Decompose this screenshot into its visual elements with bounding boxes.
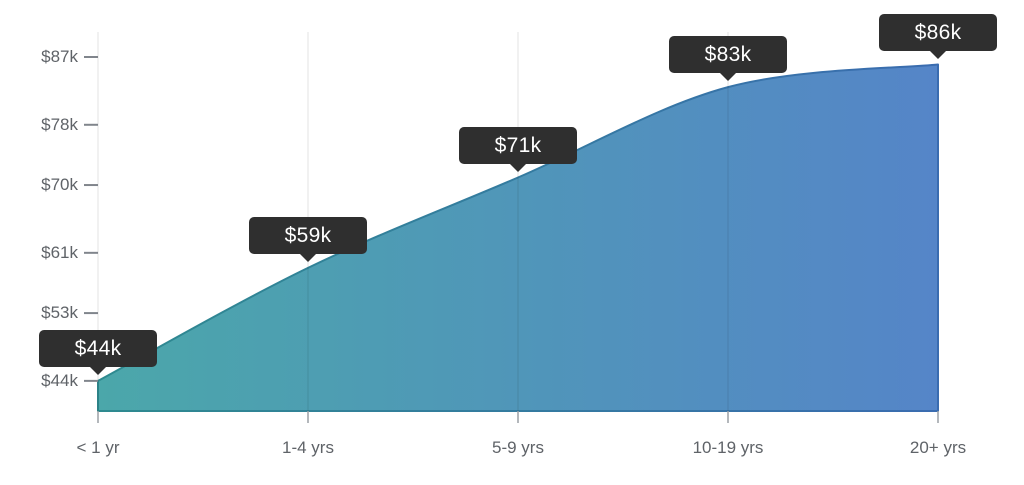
- x-axis-label: 1-4 yrs: [282, 438, 334, 457]
- tooltip-pointer-icon: [720, 73, 736, 82]
- value-tooltip: $59k: [249, 216, 367, 262]
- y-axis-label: $53k: [41, 303, 78, 323]
- tooltip-pointer-icon: [930, 50, 946, 59]
- y-axis-label: $44k: [41, 370, 78, 390]
- x-axis-label: 20+ yrs: [909, 438, 967, 457]
- x-axis-label: 10-19 yrs: [692, 438, 764, 457]
- value-tooltip: $71k: [459, 126, 577, 172]
- value-tooltip: $86k: [879, 13, 997, 59]
- x-axis-label: 5-9 yrs: [492, 438, 544, 457]
- tooltip-pointer-icon: [510, 163, 526, 172]
- tooltip-pointer-icon: [300, 253, 316, 262]
- value-tooltip: $83k: [669, 36, 787, 82]
- tooltip-pointer-icon: [90, 366, 106, 375]
- y-axis-label: $70k: [41, 175, 78, 195]
- y-axis-label: $87k: [41, 47, 78, 66]
- y-axis-label: $61k: [41, 242, 78, 262]
- y-axis-label: $78k: [41, 114, 78, 134]
- salary-area-series[interactable]: [97, 63, 939, 412]
- value-tooltip: $44k: [39, 329, 157, 375]
- x-axis-label: < 1 yr: [76, 438, 120, 457]
